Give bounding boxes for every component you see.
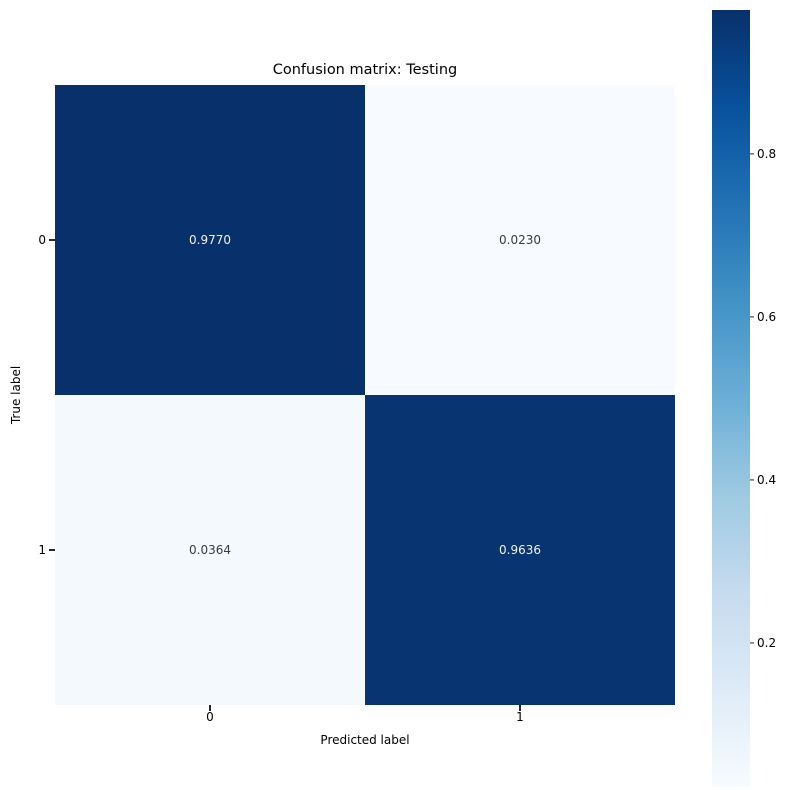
y-axis-label: True label bbox=[9, 365, 23, 425]
x-axis-label: Predicted label bbox=[320, 733, 410, 747]
x-axis-tick-mark bbox=[209, 705, 211, 711]
x-tick-label-1: 1 bbox=[516, 710, 524, 724]
chart-title: Confusion matrix: Testing bbox=[272, 62, 458, 78]
colorbar-tick-label: 0.4 bbox=[757, 472, 777, 487]
heatmap-cell-r0c1: 0.0230 bbox=[365, 85, 675, 395]
colorbar-tick-mark bbox=[750, 642, 754, 644]
heatmap-cell-r0c0: 0.9770 bbox=[55, 85, 365, 395]
x-axis-tick-mark bbox=[519, 705, 521, 711]
colorbar-gradient bbox=[712, 10, 750, 787]
y-axis-tick-mark bbox=[49, 239, 55, 241]
colorbar-tick-mark bbox=[750, 153, 754, 155]
colorbar-tick-label: 0.8 bbox=[757, 147, 777, 162]
x-tick-label-0: 0 bbox=[206, 710, 214, 724]
colorbar bbox=[712, 10, 750, 787]
colorbar-tick-label: 0.6 bbox=[757, 310, 777, 325]
colorbar-tick-mark bbox=[750, 316, 754, 318]
colorbar-tick-mark bbox=[750, 479, 754, 481]
y-tick-label-0: 0 bbox=[38, 233, 46, 247]
colorbar-tick-label: 0.2 bbox=[757, 635, 777, 650]
heatmap-grid: 0.9770 0.0230 0.0364 0.9636 bbox=[55, 85, 675, 705]
y-tick-label-1: 1 bbox=[38, 543, 46, 557]
heatmap-cell-r1c1: 0.9636 bbox=[365, 395, 675, 705]
heatmap-cell-r1c0: 0.0364 bbox=[55, 395, 365, 705]
y-axis-tick-mark bbox=[49, 549, 55, 551]
